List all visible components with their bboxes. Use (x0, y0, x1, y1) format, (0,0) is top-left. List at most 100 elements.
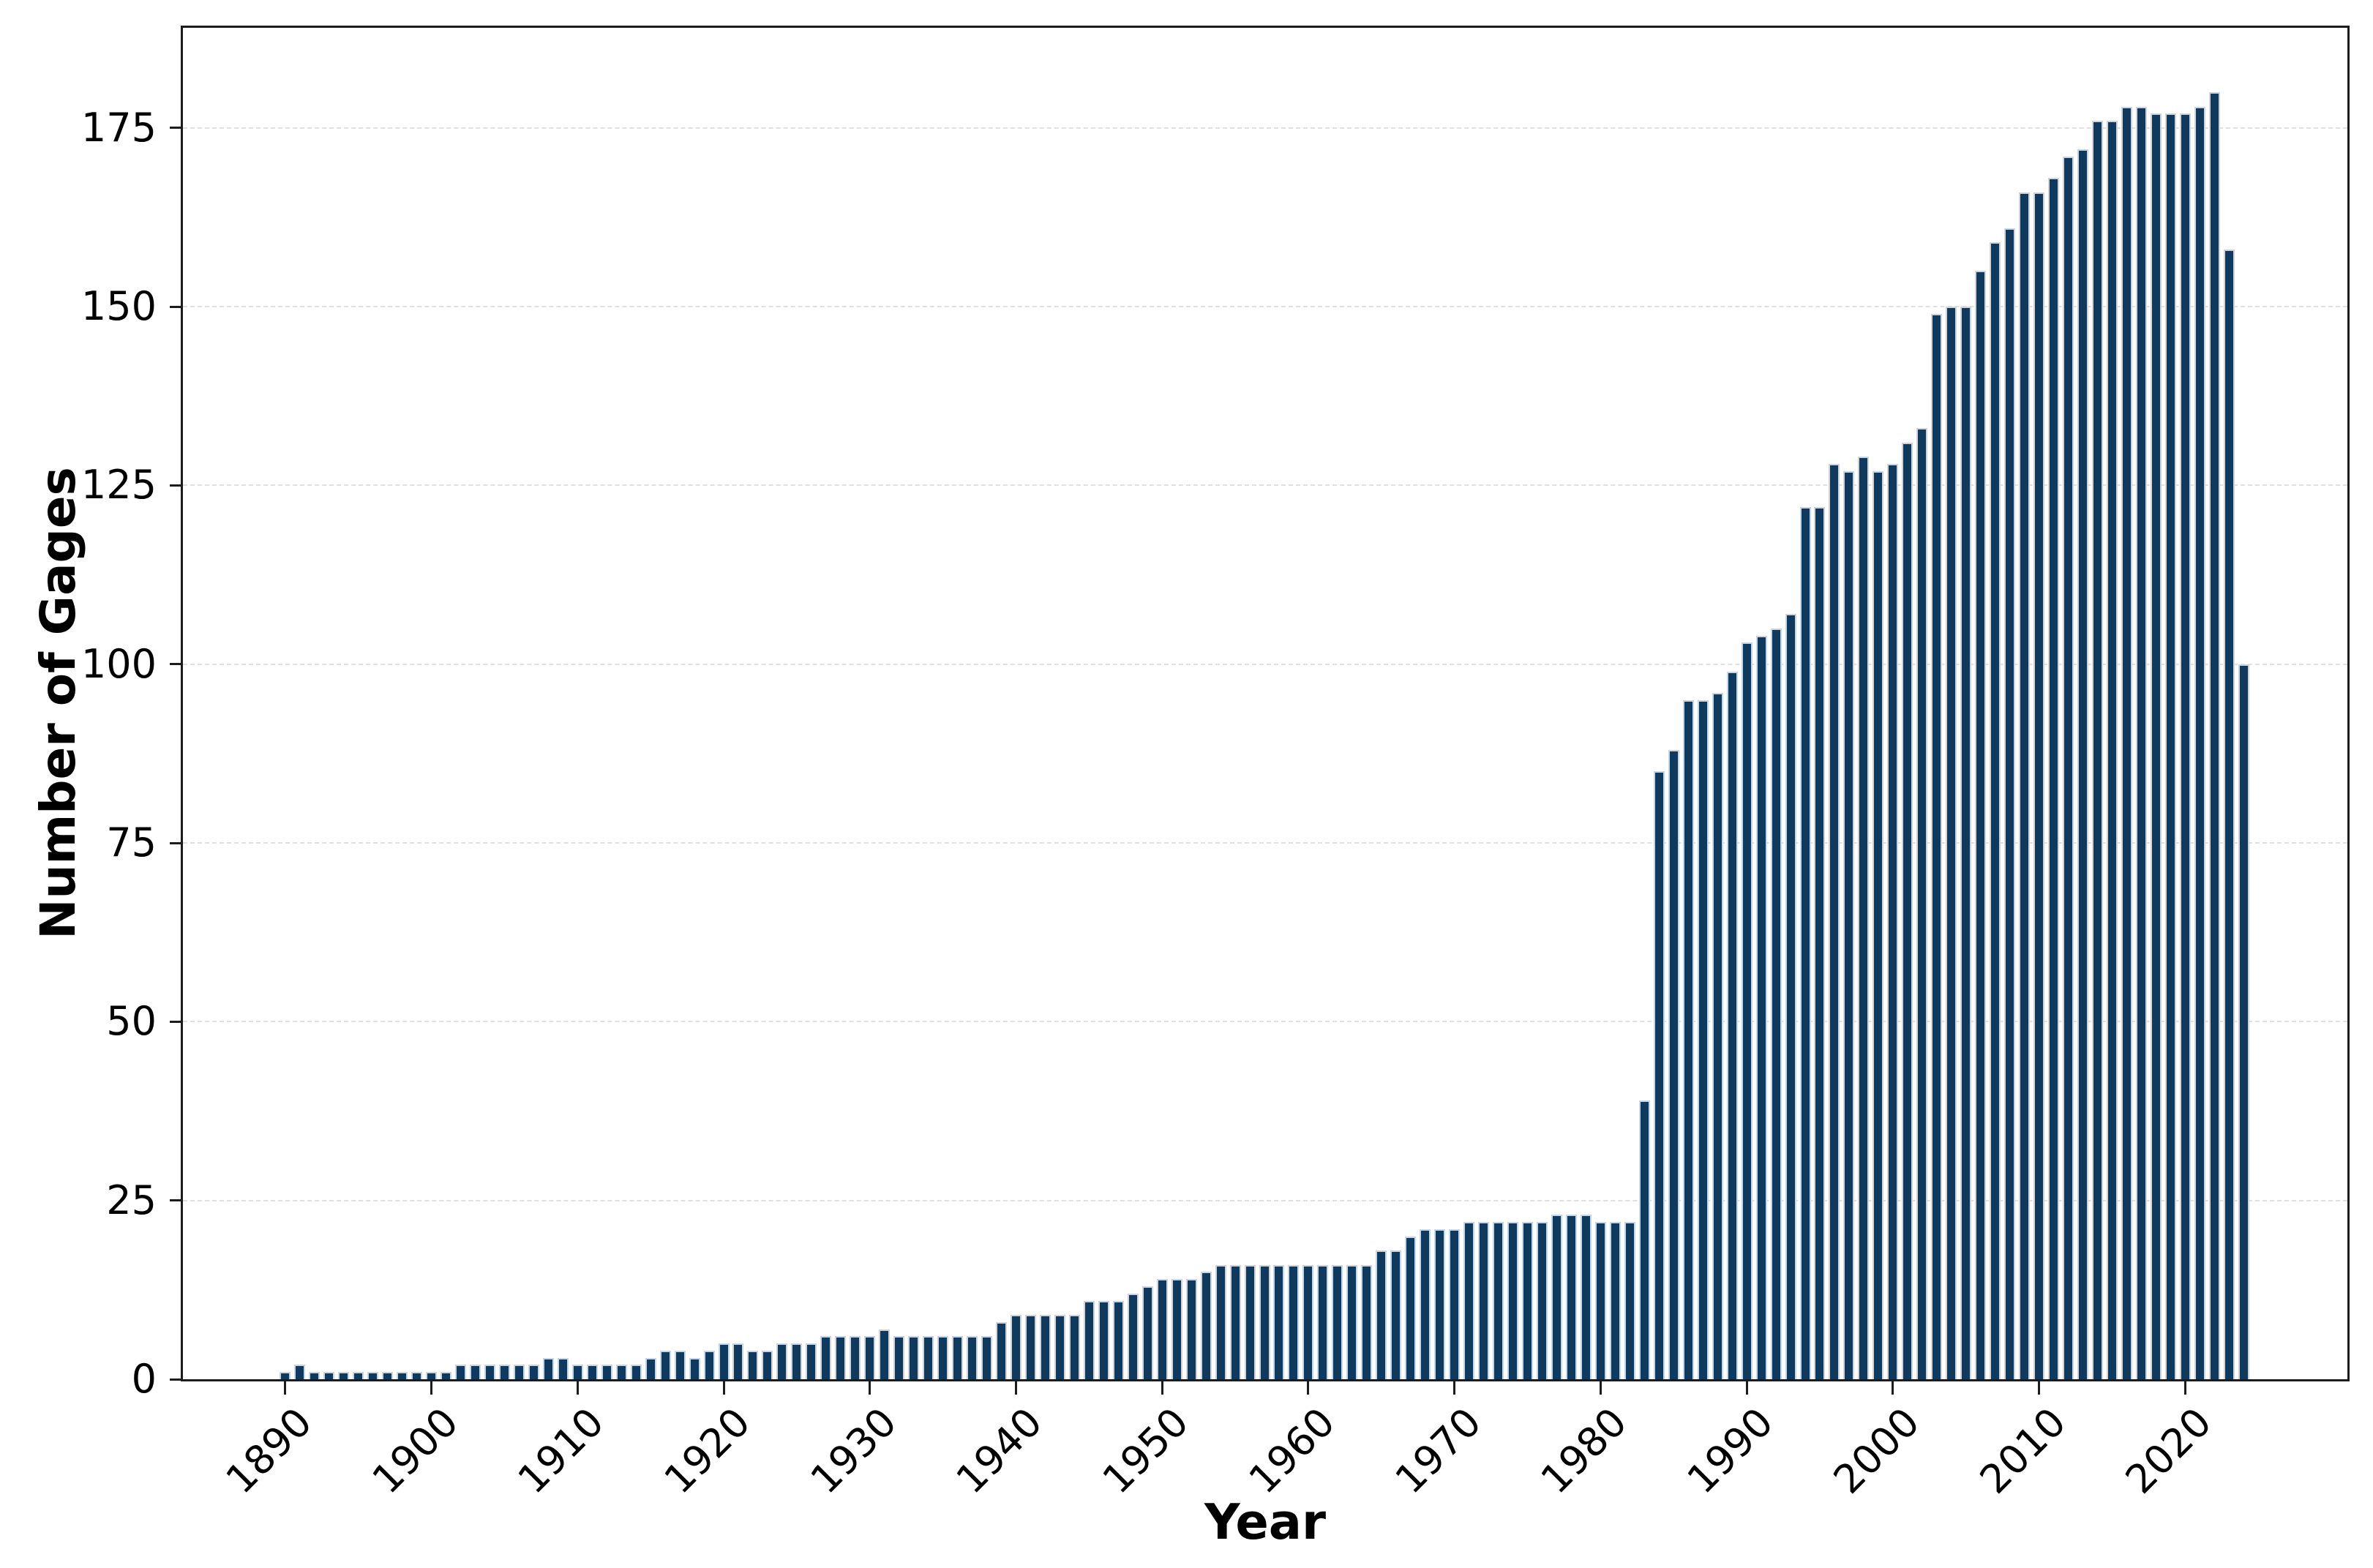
bar-2013 (2077, 149, 2088, 1379)
bar-2007 (1990, 242, 2001, 1379)
x-tick-label-1970: 1970 (1386, 1398, 1491, 1503)
bar-1976 (1536, 1222, 1548, 1379)
bar-1908 (542, 1357, 554, 1379)
x-tick-label-1930: 1930 (801, 1398, 906, 1503)
bar-1985 (1668, 750, 1679, 1379)
y-tick-mark-25 (170, 1199, 183, 1202)
bar-1951 (1171, 1279, 1182, 1379)
x-tick-mark-1930 (869, 1381, 871, 1395)
gridline-y-50 (183, 1021, 2347, 1023)
x-tick-mark-2020 (2183, 1381, 2186, 1395)
bar-2019 (2164, 113, 2176, 1379)
x-tick-label-2020: 2020 (2116, 1398, 2221, 1503)
bar-1922 (747, 1350, 759, 1379)
x-tick-mark-1900 (430, 1381, 433, 1395)
bar-1982 (1624, 1222, 1635, 1379)
x-tick-mark-1920 (722, 1381, 725, 1395)
bar-2024 (2238, 664, 2249, 1379)
bar-1919 (703, 1350, 715, 1379)
x-tick-label-1990: 1990 (1678, 1398, 1782, 1503)
bar-1940 (1010, 1315, 1021, 1379)
x-tick-label-1940: 1940 (948, 1398, 1051, 1503)
bar-1945 (1083, 1300, 1095, 1379)
bar-1986 (1682, 699, 1694, 1379)
bar-1905 (498, 1365, 510, 1379)
bar-1893 (323, 1372, 335, 1379)
y-tick-mark-125 (170, 484, 183, 487)
bar-1900 (426, 1372, 438, 1379)
bar-1973 (1493, 1222, 1504, 1379)
bar-1984 (1653, 771, 1665, 1379)
bar-1981 (1609, 1222, 1621, 1379)
y-tick-label-150: 150 (80, 283, 157, 330)
x-axis-label: Year (1204, 1493, 1327, 1550)
gridline-y-75 (183, 842, 2347, 844)
y-tick-label-100: 100 (80, 640, 157, 687)
bar-1992 (1770, 628, 1782, 1379)
x-tick-label-2010: 2010 (1971, 1398, 2074, 1503)
y-tick-mark-175 (170, 127, 183, 130)
bar-1989 (1726, 671, 1738, 1379)
bar-2001 (1902, 442, 1913, 1379)
bar-2009 (2019, 192, 2031, 1379)
bar-1966 (1390, 1250, 1402, 1379)
bar-1996 (1829, 464, 1840, 1379)
bar-1936 (952, 1336, 964, 1379)
y-tick-label-0: 0 (131, 1356, 157, 1402)
bar-2002 (1916, 428, 1928, 1379)
bar-1902 (454, 1365, 466, 1379)
bar-1972 (1478, 1222, 1490, 1379)
bar-1913 (615, 1365, 627, 1379)
bar-1930 (864, 1336, 876, 1379)
bar-1921 (732, 1343, 744, 1379)
bar-2010 (2033, 192, 2045, 1379)
x-tick-mark-1890 (284, 1381, 287, 1395)
bar-1969 (1434, 1228, 1446, 1379)
bar-1931 (879, 1329, 891, 1379)
bar-1962 (1332, 1264, 1343, 1379)
bar-1997 (1843, 470, 1855, 1379)
bar-1974 (1507, 1222, 1519, 1379)
bar-1891 (294, 1365, 306, 1379)
bar-1946 (1098, 1300, 1109, 1379)
x-tick-mark-1990 (1745, 1381, 1748, 1395)
bar-1960 (1302, 1264, 1314, 1379)
bar-1980 (1594, 1222, 1606, 1379)
bar-1979 (1580, 1215, 1592, 1379)
bar-2000 (1887, 464, 1899, 1379)
bar-2021 (2194, 106, 2205, 1379)
y-tick-label-25: 25 (106, 1177, 157, 1223)
bar-1897 (382, 1372, 394, 1379)
bar-1953 (1200, 1272, 1212, 1379)
bar-1949 (1141, 1286, 1153, 1379)
plot-area (181, 26, 2350, 1381)
bar-1957 (1259, 1264, 1270, 1379)
bar-2012 (2063, 156, 2074, 1379)
bar-1892 (309, 1372, 320, 1379)
y-tick-label-75: 75 (106, 819, 157, 866)
bar-1934 (923, 1336, 934, 1379)
bar-1896 (367, 1372, 379, 1379)
bar-1943 (1054, 1315, 1065, 1379)
bar-1899 (411, 1372, 423, 1379)
bar-1907 (528, 1365, 539, 1379)
bar-1898 (397, 1372, 408, 1379)
bar-1901 (441, 1372, 451, 1379)
bar-1910 (571, 1365, 583, 1379)
gridline-y-150 (183, 306, 2347, 308)
bar-1963 (1346, 1264, 1358, 1379)
bar-1890 (280, 1372, 291, 1379)
x-tick-mark-1940 (1014, 1381, 1017, 1395)
bar-1895 (353, 1372, 364, 1379)
bar-1926 (806, 1343, 817, 1379)
x-tick-label-1920: 1920 (655, 1398, 760, 1503)
bar-2006 (1975, 271, 1987, 1379)
bar-1915 (645, 1357, 656, 1379)
x-tick-label-1890: 1890 (217, 1398, 321, 1503)
bar-1995 (1814, 506, 1826, 1379)
y-tick-label-125: 125 (80, 462, 157, 509)
bar-1955 (1229, 1264, 1241, 1379)
bar-1924 (776, 1343, 788, 1379)
bar-2016 (2121, 106, 2132, 1379)
